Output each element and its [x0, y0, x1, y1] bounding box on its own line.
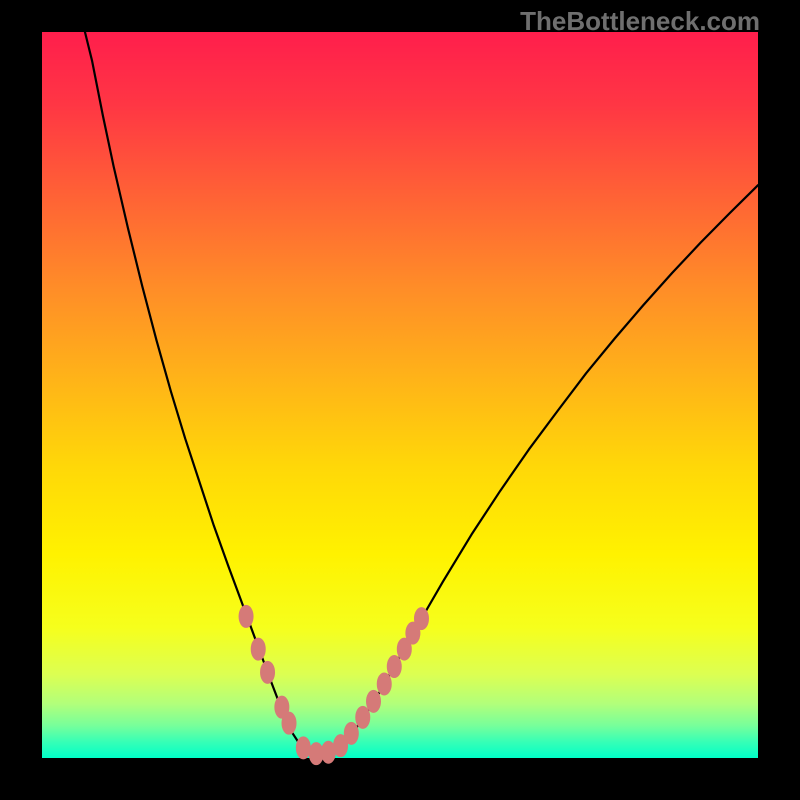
- bottleneck-curve: [85, 32, 758, 754]
- curve-marker: [282, 712, 296, 734]
- curve-marker: [261, 661, 275, 683]
- curve-marker: [356, 706, 370, 728]
- curve-marker: [377, 673, 391, 695]
- curve-marker: [414, 608, 428, 630]
- curve-marker: [239, 605, 253, 627]
- curve-marker: [251, 638, 265, 660]
- curve-marker: [344, 722, 358, 744]
- overlay-svg: [0, 0, 800, 800]
- curve-marker: [367, 690, 381, 712]
- watermark-text: TheBottleneck.com: [520, 6, 760, 37]
- curve-marker: [296, 737, 310, 759]
- curve-marker: [387, 656, 401, 678]
